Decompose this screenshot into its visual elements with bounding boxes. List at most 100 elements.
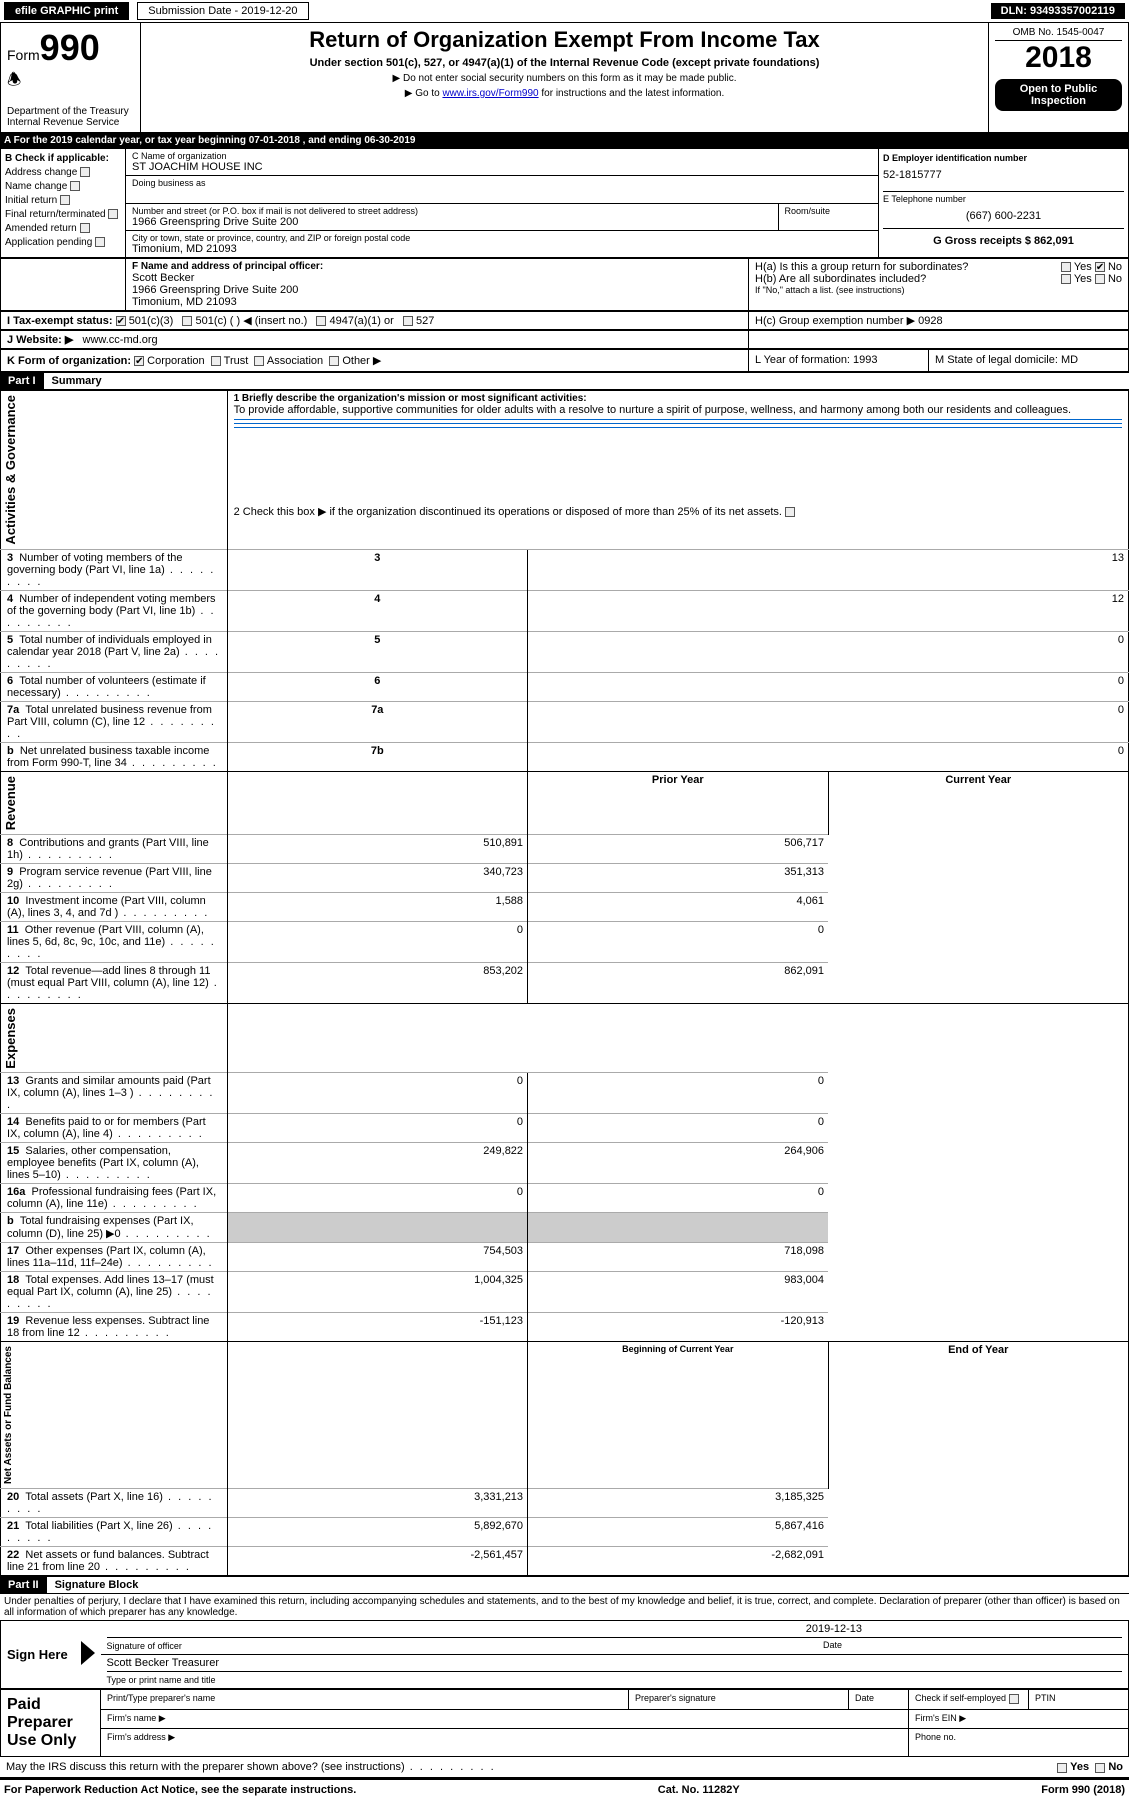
col-prior: Prior Year bbox=[528, 771, 828, 834]
preparer-block: Paid Preparer Use Only Print/Type prepar… bbox=[0, 1689, 1129, 1757]
ha-no-checkbox[interactable] bbox=[1095, 262, 1105, 272]
hb-question: H(b) Are all subordinates included? Yes … bbox=[755, 273, 1122, 285]
ha-question: H(a) Is this a group return for subordin… bbox=[755, 261, 1122, 273]
self-emp-label: Check if self-employed bbox=[915, 1693, 1006, 1703]
dept-label: Department of the Treasury bbox=[7, 106, 134, 117]
box-b-checkbox[interactable] bbox=[60, 195, 70, 205]
box-b-checkbox[interactable] bbox=[80, 223, 90, 233]
hc-value: H(c) Group exemption number ▶ 0928 bbox=[749, 312, 1129, 330]
instructions-link[interactable]: www.irs.gov/Form990 bbox=[442, 88, 538, 99]
part2-title: Signature Block bbox=[47, 1577, 147, 1593]
box-k-label: K Form of organization: bbox=[7, 355, 131, 367]
officer-name-title: Scott Becker Treasurer bbox=[107, 1657, 1123, 1669]
col-current: Current Year bbox=[828, 771, 1128, 834]
room-label: Room/suite bbox=[785, 206, 873, 216]
sig-date-value: 2019-12-13 bbox=[107, 1623, 1123, 1635]
governance-row: 6 Total number of volunteers (estimate i… bbox=[1, 672, 1129, 701]
prep-name-label: Print/Type preparer's name bbox=[107, 1693, 215, 1703]
tax-year: 2018 bbox=[995, 41, 1122, 75]
box-b-checkbox[interactable] bbox=[108, 209, 118, 219]
data-row: 10 Investment income (Part VIII, column … bbox=[1, 892, 1129, 921]
data-row: 19 Revenue less expenses. Subtract line … bbox=[1, 1313, 1129, 1342]
box-b-item: Initial return bbox=[5, 195, 121, 206]
side-revenue: Revenue bbox=[1, 772, 20, 834]
box-b-checkbox[interactable] bbox=[70, 181, 80, 191]
side-net: Net Assets or Fund Balances bbox=[1, 1342, 16, 1488]
phone-value: (667) 600-2231 bbox=[883, 210, 1124, 222]
4947-checkbox[interactable] bbox=[316, 316, 326, 326]
discuss-yes-checkbox[interactable] bbox=[1057, 1763, 1067, 1773]
form-footer-label: Form 990 (2018) bbox=[1041, 1784, 1125, 1796]
527-checkbox[interactable] bbox=[403, 316, 413, 326]
data-row: 8 Contributions and grants (Part VIII, l… bbox=[1, 834, 1129, 863]
corp-checkbox[interactable] bbox=[134, 356, 144, 366]
box-b-title: B Check if applicable: bbox=[5, 153, 121, 164]
street-label: Number and street (or P.O. box if mail i… bbox=[132, 206, 772, 216]
box-d-label: D Employer identification number bbox=[883, 153, 1124, 163]
trust-checkbox[interactable] bbox=[211, 356, 221, 366]
discuss-row: May the IRS discuss this return with the… bbox=[0, 1757, 1129, 1778]
box-b-item: Amended return bbox=[5, 223, 121, 234]
arrow-icon bbox=[81, 1641, 95, 1665]
governance-row: 7a Total unrelated business revenue from… bbox=[1, 701, 1129, 742]
part1-table: Activities & Governance 1 Briefly descri… bbox=[0, 390, 1129, 1576]
hb-yes-checkbox[interactable] bbox=[1061, 274, 1071, 284]
data-row: 15 Salaries, other compensation, employe… bbox=[1, 1143, 1129, 1184]
part1-title: Summary bbox=[44, 373, 110, 389]
col-end: End of Year bbox=[828, 1342, 1128, 1489]
sign-here-label: Sign Here bbox=[1, 1621, 81, 1689]
box-f-label: F Name and address of principal officer: bbox=[132, 261, 742, 272]
page-footer: For Paperwork Reduction Act Notice, see … bbox=[0, 1778, 1129, 1800]
box-b-checkbox[interactable] bbox=[80, 167, 90, 177]
box-j-label: J Website: ▶ bbox=[7, 334, 73, 346]
hb-no-checkbox[interactable] bbox=[1095, 274, 1105, 284]
part2-header: Part II Signature Block bbox=[0, 1576, 1129, 1594]
dln-label: DLN: 93493357002119 bbox=[991, 3, 1125, 19]
discuss-no-checkbox[interactable] bbox=[1095, 1763, 1105, 1773]
website-value: www.cc-md.org bbox=[83, 334, 158, 346]
box-m-value: M State of legal domicile: MD bbox=[929, 350, 1129, 372]
discontinued-checkbox[interactable] bbox=[785, 507, 795, 517]
box-e-label: E Telephone number bbox=[883, 194, 1124, 204]
city-label: City or town, state or province, country… bbox=[132, 233, 872, 243]
governance-row: 3 Number of voting members of the govern… bbox=[1, 549, 1129, 590]
data-row: 12 Total revenue—add lines 8 through 11 … bbox=[1, 962, 1129, 1003]
form-header: Form990 🕭 Department of the Treasury Int… bbox=[0, 22, 1129, 133]
side-expenses: Expenses bbox=[1, 1004, 20, 1073]
data-row: 9 Program service revenue (Part VIII, li… bbox=[1, 863, 1129, 892]
data-row: 11 Other revenue (Part VIII, column (A),… bbox=[1, 921, 1129, 962]
mission-text: To provide affordable, supportive commun… bbox=[234, 404, 1122, 416]
part1-label: Part I bbox=[0, 373, 44, 389]
other-checkbox[interactable] bbox=[329, 356, 339, 366]
box-b-item: Final return/terminated bbox=[5, 209, 121, 220]
box-l-value: L Year of formation: 1993 bbox=[749, 350, 929, 372]
self-employed-checkbox[interactable] bbox=[1009, 1694, 1019, 1704]
cat-number: Cat. No. 11282Y bbox=[658, 1784, 740, 1796]
sig-date-label: Date bbox=[823, 1640, 1122, 1650]
irs-label: Internal Revenue Service bbox=[7, 117, 134, 128]
ha-yes-checkbox[interactable] bbox=[1061, 262, 1071, 272]
form-note2: ▶ Go to www.irs.gov/Form990 for instruct… bbox=[145, 88, 984, 99]
penalty-text: Under penalties of perjury, I declare th… bbox=[0, 1594, 1129, 1620]
efile-print-button[interactable]: efile GRAPHIC print bbox=[4, 2, 129, 20]
501c-checkbox[interactable] bbox=[182, 316, 192, 326]
box-b-checkbox[interactable] bbox=[95, 237, 105, 247]
l2-text: 2 Check this box ▶ if the organization d… bbox=[227, 503, 1128, 549]
officer-addr2: Timonium, MD 21093 bbox=[132, 296, 742, 308]
assoc-checkbox[interactable] bbox=[254, 356, 264, 366]
governance-row: 4 Number of independent voting members o… bbox=[1, 590, 1129, 631]
firm-name-label: Firm's name ▶ bbox=[107, 1713, 166, 1723]
signature-block: Sign Here 2019-12-13 Signature of office… bbox=[0, 1620, 1129, 1689]
org-form-row: K Form of organization: Corporation Trus… bbox=[0, 349, 1129, 372]
ptin-label: PTIN bbox=[1035, 1693, 1056, 1703]
phone-label: Phone no. bbox=[915, 1732, 956, 1742]
box-b-item: Application pending bbox=[5, 237, 121, 248]
paperwork-notice: For Paperwork Reduction Act Notice, see … bbox=[4, 1784, 356, 1796]
box-c-label: C Name of organization bbox=[132, 151, 872, 161]
box-b-item: Address change bbox=[5, 167, 121, 178]
top-bar: efile GRAPHIC print Submission Date - 20… bbox=[0, 0, 1129, 22]
501c3-checkbox[interactable] bbox=[116, 316, 126, 326]
type-name-label: Type or print name and title bbox=[107, 1675, 216, 1685]
l1-label: 1 Briefly describe the organization's mi… bbox=[234, 393, 1122, 404]
period-line: A For the 2019 calendar year, or tax yea… bbox=[0, 133, 1129, 148]
